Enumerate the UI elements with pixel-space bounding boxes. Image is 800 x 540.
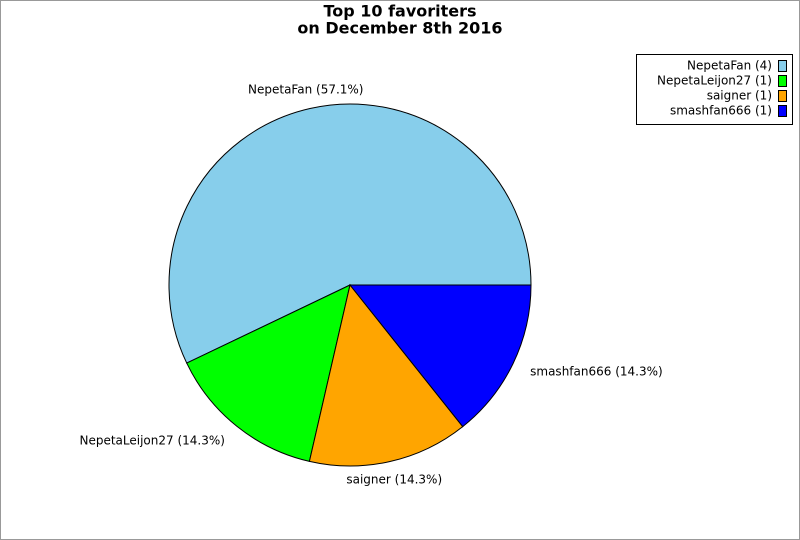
slice-label: NepetaLeijon27 (14.3%) xyxy=(79,434,224,448)
legend-swatch xyxy=(778,105,787,117)
pie-slice xyxy=(168,103,532,364)
legend-label: saigner (1) xyxy=(707,89,772,103)
chart-title: Top 10 favoriters xyxy=(323,2,476,21)
pie-slice xyxy=(348,284,532,428)
legend-swatch xyxy=(778,60,787,72)
slice-label: NepetaFan (57.1%) xyxy=(248,82,363,96)
slice-label: smashfan666 (14.3%) xyxy=(530,364,663,378)
legend-label: NepetaLeijon27 (1) xyxy=(657,74,772,88)
pie-slice xyxy=(308,283,464,467)
legend-box xyxy=(636,54,793,125)
slice-label: saigner (14.3%) xyxy=(346,473,442,487)
pie-slice xyxy=(186,284,351,462)
chart-title: on December 8th 2016 xyxy=(297,19,502,38)
legend-swatch xyxy=(778,75,787,87)
legend-label: smashfan666 (1) xyxy=(670,104,772,118)
legend-swatch xyxy=(778,90,787,102)
legend-label: NepetaFan (4) xyxy=(687,59,772,73)
